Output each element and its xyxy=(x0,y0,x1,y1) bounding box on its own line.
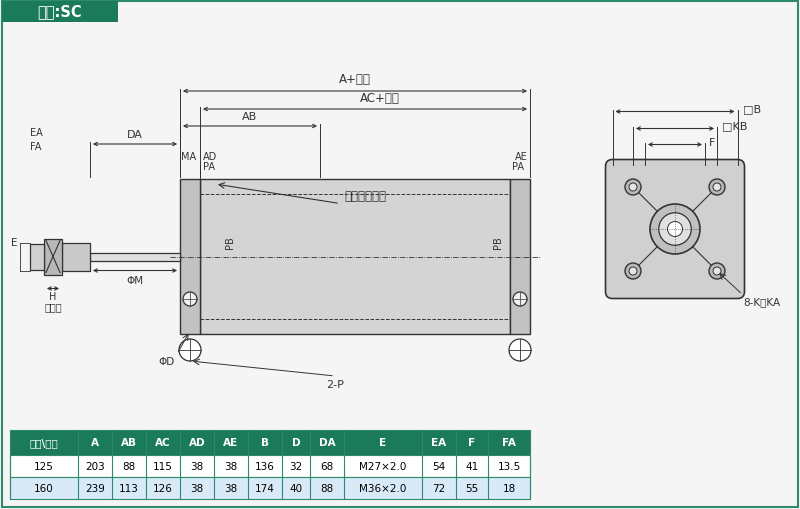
Text: DA: DA xyxy=(318,438,335,447)
Text: A+行程: A+行程 xyxy=(339,73,371,86)
Text: ΦM: ΦM xyxy=(126,276,143,286)
Text: AE: AE xyxy=(223,438,238,447)
Text: MA: MA xyxy=(181,152,196,162)
Polygon shape xyxy=(2,2,118,23)
Text: 型號:SC: 型號:SC xyxy=(38,5,82,19)
Circle shape xyxy=(183,293,197,306)
Text: E: E xyxy=(379,438,386,447)
Text: 68: 68 xyxy=(320,461,334,471)
Circle shape xyxy=(509,340,531,361)
FancyBboxPatch shape xyxy=(606,160,745,299)
Text: 136: 136 xyxy=(255,461,275,471)
Text: 18: 18 xyxy=(502,483,516,493)
Polygon shape xyxy=(180,180,200,334)
Circle shape xyxy=(713,184,721,191)
Text: M27×2.0: M27×2.0 xyxy=(359,461,406,471)
Text: 72: 72 xyxy=(432,483,446,493)
Text: AB: AB xyxy=(121,438,137,447)
Text: 88: 88 xyxy=(122,461,136,471)
Circle shape xyxy=(179,340,201,361)
Text: 126: 126 xyxy=(153,483,173,493)
Text: AD: AD xyxy=(189,438,206,447)
Polygon shape xyxy=(200,180,510,334)
Text: 174: 174 xyxy=(255,483,275,493)
Circle shape xyxy=(513,293,527,306)
Text: 113: 113 xyxy=(119,483,139,493)
Text: DA: DA xyxy=(127,130,143,140)
Text: EA: EA xyxy=(30,128,42,138)
Text: E: E xyxy=(11,237,18,247)
Circle shape xyxy=(713,267,721,275)
Text: ΦD: ΦD xyxy=(158,356,175,366)
Circle shape xyxy=(625,264,641,279)
Polygon shape xyxy=(62,243,90,271)
Text: 38: 38 xyxy=(190,461,204,471)
Text: AC: AC xyxy=(155,438,171,447)
Text: 88: 88 xyxy=(320,483,334,493)
Text: 38: 38 xyxy=(224,483,238,493)
Text: □KB: □KB xyxy=(722,121,747,131)
Text: M36×2.0: M36×2.0 xyxy=(359,483,406,493)
Text: PA: PA xyxy=(512,162,524,172)
Circle shape xyxy=(709,180,725,195)
Text: FA: FA xyxy=(30,142,42,152)
Polygon shape xyxy=(510,180,530,334)
Text: AE: AE xyxy=(515,152,528,162)
Text: 13.5: 13.5 xyxy=(498,461,521,471)
Text: F: F xyxy=(709,138,715,148)
Circle shape xyxy=(709,264,725,279)
Circle shape xyxy=(658,213,691,246)
Text: AD: AD xyxy=(203,152,218,162)
Text: □B: □B xyxy=(743,104,762,115)
Text: B: B xyxy=(261,438,269,447)
Text: PA: PA xyxy=(203,162,215,172)
Text: 40: 40 xyxy=(290,483,302,493)
Polygon shape xyxy=(44,239,62,275)
Text: FA: FA xyxy=(502,438,516,447)
Text: 203: 203 xyxy=(85,461,105,471)
Text: AB: AB xyxy=(242,112,258,122)
Text: 41: 41 xyxy=(466,461,478,471)
Polygon shape xyxy=(10,430,530,455)
Text: 239: 239 xyxy=(85,483,105,493)
Text: 55: 55 xyxy=(466,483,478,493)
Text: A: A xyxy=(91,438,99,447)
Polygon shape xyxy=(10,455,530,477)
Text: 8-K深KA: 8-K深KA xyxy=(743,297,781,307)
Text: 115: 115 xyxy=(153,461,173,471)
Polygon shape xyxy=(90,253,180,261)
Circle shape xyxy=(650,205,700,254)
Text: 二面幅: 二面幅 xyxy=(44,302,62,312)
Text: 32: 32 xyxy=(290,461,302,471)
Text: 38: 38 xyxy=(190,483,204,493)
Text: 38: 38 xyxy=(224,461,238,471)
Text: AC+行程: AC+行程 xyxy=(360,92,400,105)
Text: 缸徑\符號: 缸徑\符號 xyxy=(30,438,58,447)
Text: PB: PB xyxy=(225,236,235,248)
Circle shape xyxy=(629,184,637,191)
Text: EA: EA xyxy=(431,438,446,447)
Circle shape xyxy=(667,222,682,237)
Text: H: H xyxy=(50,292,57,302)
Text: D: D xyxy=(292,438,300,447)
Text: F: F xyxy=(469,438,475,447)
Text: 緩衝調節螺絲: 緩衝調節螺絲 xyxy=(344,189,386,202)
Text: 54: 54 xyxy=(432,461,446,471)
Text: PB: PB xyxy=(493,236,503,248)
Polygon shape xyxy=(10,477,530,499)
Circle shape xyxy=(625,180,641,195)
Text: 160: 160 xyxy=(34,483,54,493)
Circle shape xyxy=(629,267,637,275)
Text: 125: 125 xyxy=(34,461,54,471)
Text: 2-P: 2-P xyxy=(326,379,344,389)
Polygon shape xyxy=(30,244,44,270)
